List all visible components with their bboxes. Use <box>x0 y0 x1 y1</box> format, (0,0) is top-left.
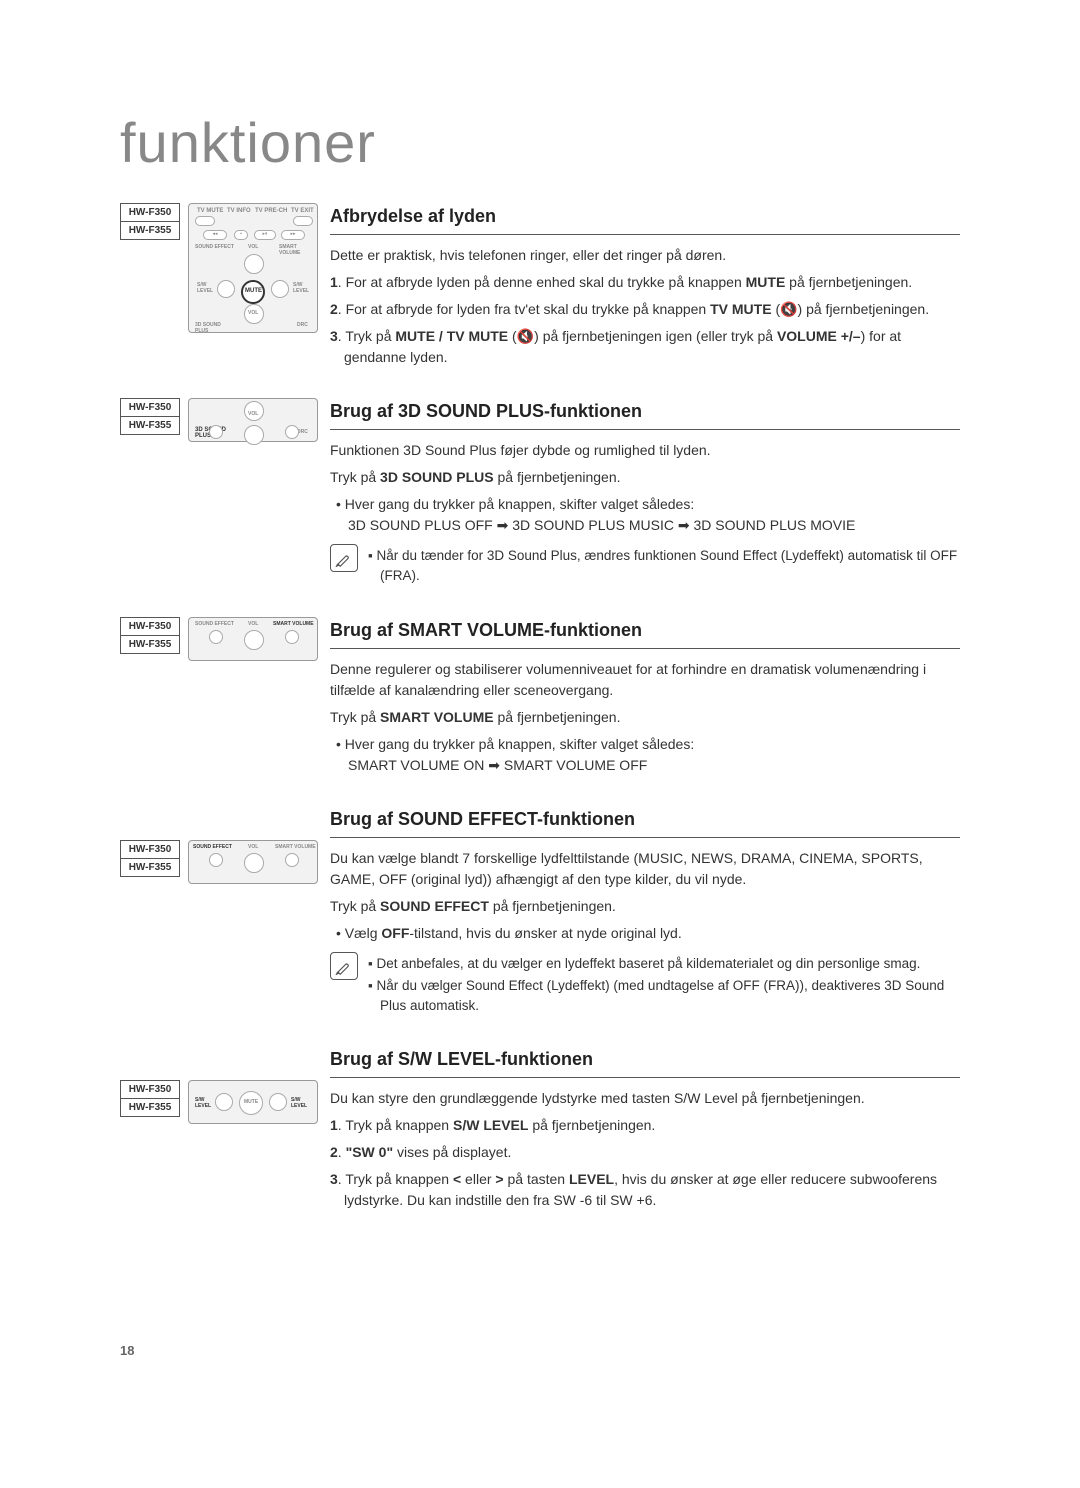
model-box-2: HW-F355 <box>120 222 180 240</box>
model-box-1: HW-F350 <box>120 617 180 636</box>
section-heading: Brug af SOUND EFFECT-funktionen <box>330 806 960 838</box>
remote-illustration: SOUND EFFECT VOL SMART VOLUME <box>188 617 318 661</box>
intro-text: Denne regulerer og stabiliserer volumenn… <box>330 659 960 701</box>
section-sw-level: HW-F350 HW-F355 S/W LEVEL MUTE S/W LEVEL… <box>120 1046 960 1217</box>
right-column: Brug af SMART VOLUME-funktionen Denne re… <box>330 617 960 782</box>
step-3: 3. Tryk på knappen < eller > på tasten L… <box>330 1169 960 1211</box>
page-title: funktioner <box>120 110 960 175</box>
model-box-2: HW-F355 <box>120 859 180 877</box>
model-boxes: HW-F350 HW-F355 <box>120 1080 180 1117</box>
note-box: ▪ Det anbefales, at du vælger en lydeffe… <box>330 952 960 1019</box>
note-box: ▪ Når du tænder for 3D Sound Plus, ændre… <box>330 544 960 589</box>
section-smart-volume: HW-F350 HW-F355 SOUND EFFECT VOL SMART V… <box>120 617 960 782</box>
note-item: ▪ Når du vælger Sound Effect (Lydeffekt)… <box>368 976 960 1017</box>
instruction: Tryk på SMART VOLUME på fjernbetjeningen… <box>330 707 960 728</box>
model-box-1: HW-F350 <box>120 398 180 417</box>
model-boxes: HW-F350 HW-F355 <box>120 840 180 877</box>
step-3: 3. Tryk på MUTE / TV MUTE (🔇) på fjernbe… <box>330 326 960 368</box>
note-list: ▪ Det anbefales, at du vælger en lydeffe… <box>368 952 960 1019</box>
model-box-2: HW-F355 <box>120 636 180 654</box>
left-column: HW-F350 HW-F355 SOUND EFFECT VOL SMART V… <box>120 806 330 884</box>
section-heading: Afbrydelse af lyden <box>330 203 960 235</box>
left-column: HW-F350 HW-F355 SOUND EFFECT VOL SMART V… <box>120 617 330 661</box>
note-icon <box>330 544 358 572</box>
note-icon <box>330 952 358 980</box>
section-heading: Brug af SMART VOLUME-funktionen <box>330 617 960 649</box>
model-boxes: HW-F350 HW-F355 <box>120 617 180 654</box>
model-box-1: HW-F350 <box>120 1080 180 1099</box>
right-column: Brug af 3D SOUND PLUS-funktionen Funktio… <box>330 398 960 593</box>
right-column: Brug af SOUND EFFECT-funktionen Du kan v… <box>330 806 960 1023</box>
model-boxes: HW-F350 HW-F355 <box>120 398 180 435</box>
section-heading: Brug af 3D SOUND PLUS-funktionen <box>330 398 960 430</box>
mute-button-label: MUTE <box>245 288 262 294</box>
section-3d-sound: HW-F350 HW-F355 3D SOUND PLUS VOL DRC Br… <box>120 398 960 593</box>
step-1: 1. For at afbryde lyden på denne enhed s… <box>330 272 960 293</box>
intro-text: Funktionen 3D Sound Plus føjer dybde og … <box>330 440 960 461</box>
section-heading: Brug af S/W LEVEL-funktionen <box>330 1046 960 1078</box>
note-item: ▪ Det anbefales, at du vælger en lydeffe… <box>368 954 960 974</box>
model-box-2: HW-F355 <box>120 417 180 435</box>
note-list: ▪ Når du tænder for 3D Sound Plus, ændre… <box>368 544 960 589</box>
left-column: HW-F350 HW-F355 S/W LEVEL MUTE S/W LEVEL <box>120 1046 330 1124</box>
bullet: • Hver gang du trykker på knappen, skift… <box>336 734 960 776</box>
section-sound-effect: HW-F350 HW-F355 SOUND EFFECT VOL SMART V… <box>120 806 960 1023</box>
left-column: HW-F350 HW-F355 TV MUTE TV INFO TV PRE-C… <box>120 203 330 333</box>
remote-illustration: 3D SOUND PLUS VOL DRC <box>188 398 318 442</box>
bullet: • Vælg OFF-tilstand, hvis du ønsker at n… <box>336 923 960 944</box>
page-number: 18 <box>120 1343 134 1358</box>
instruction: Tryk på SOUND EFFECT på fjernbetjeningen… <box>330 896 960 917</box>
remote-illustration: SOUND EFFECT VOL SMART VOLUME <box>188 840 318 884</box>
right-column: Brug af S/W LEVEL-funktionen Du kan styr… <box>330 1046 960 1217</box>
remote-illustration: S/W LEVEL MUTE S/W LEVEL <box>188 1080 318 1124</box>
step-2: 2. "SW 0" vises på displayet. <box>330 1142 960 1163</box>
step-1: 1. Tryk på knappen S/W LEVEL på fjernbet… <box>330 1115 960 1136</box>
instruction: Tryk på 3D SOUND PLUS på fjernbetjeninge… <box>330 467 960 488</box>
left-column: HW-F350 HW-F355 3D SOUND PLUS VOL DRC <box>120 398 330 442</box>
right-column: Afbrydelse af lyden Dette er praktisk, h… <box>330 203 960 374</box>
model-box-2: HW-F355 <box>120 1099 180 1117</box>
intro-text: Du kan vælge blandt 7 forskellige lydfel… <box>330 848 960 890</box>
intro-text: Du kan styre den grundlæggende lydstyrke… <box>330 1088 960 1109</box>
remote-illustration: TV MUTE TV INFO TV PRE-CH TV EXIT ◂◂ ▪ ▸… <box>188 203 318 333</box>
note-item: ▪ Når du tænder for 3D Sound Plus, ændre… <box>368 546 960 587</box>
model-box-1: HW-F350 <box>120 203 180 222</box>
section-mute: HW-F350 HW-F355 TV MUTE TV INFO TV PRE-C… <box>120 203 960 374</box>
model-boxes: HW-F350 HW-F355 <box>120 203 180 240</box>
intro-text: Dette er praktisk, hvis telefonen ringer… <box>330 245 960 266</box>
bullet: • Hver gang du trykker på knappen, skift… <box>336 494 960 536</box>
step-2: 2. For at afbryde for lyden fra tv'et sk… <box>330 299 960 320</box>
model-box-1: HW-F350 <box>120 840 180 859</box>
